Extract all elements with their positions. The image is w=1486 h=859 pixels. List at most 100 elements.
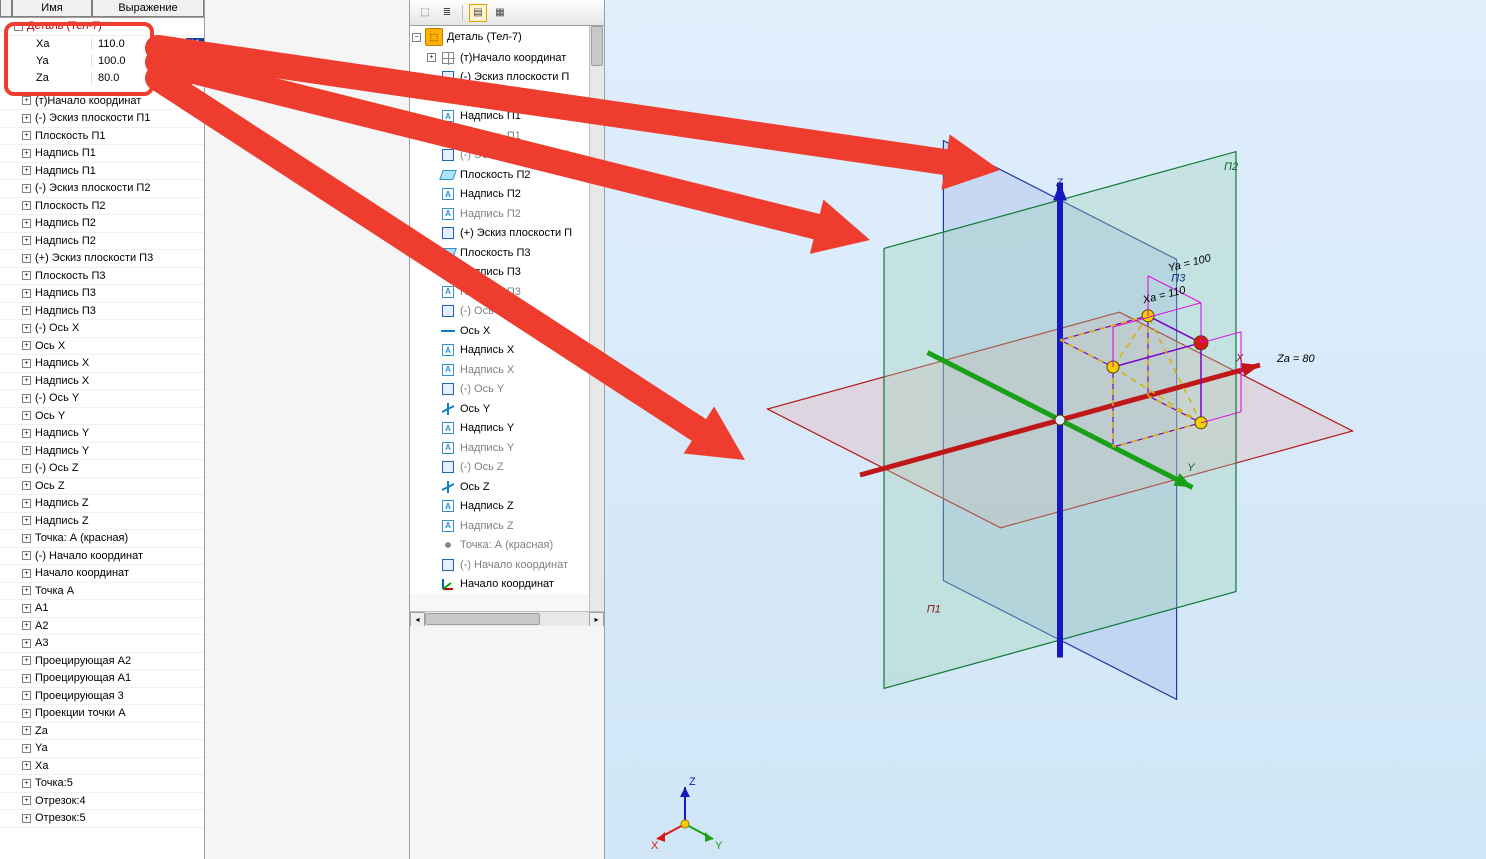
expand-icon[interactable]: + [22, 96, 31, 105]
build-tree-item[interactable]: (-) Ось Y [410, 380, 604, 400]
expand-icon[interactable]: + [22, 569, 31, 578]
tree-item[interactable]: +Проецирующая А2 [0, 653, 204, 671]
expand-icon[interactable]: + [22, 691, 31, 700]
tree-item[interactable]: +Надпись П3 [0, 285, 204, 303]
expand-icon[interactable]: + [22, 674, 31, 683]
tree-item[interactable]: +А2 [0, 618, 204, 636]
build-tree-item[interactable]: Начало координат [410, 575, 604, 595]
tree-item[interactable]: +Плоскость П3 [0, 268, 204, 286]
tree-item[interactable]: +Проецирующая А1 [0, 670, 204, 688]
tree-item[interactable]: +А3 [0, 635, 204, 653]
expand-icon[interactable]: + [22, 464, 31, 473]
tree-item[interactable]: +Ось Z [0, 478, 204, 496]
build-tree-item[interactable]: Ось Y [410, 399, 604, 419]
expand-icon[interactable]: + [22, 709, 31, 718]
expand-icon[interactable]: + [22, 621, 31, 630]
collapse-icon[interactable]: − [14, 22, 23, 31]
expand-icon[interactable]: + [22, 499, 31, 508]
tree-item[interactable]: +Отрезок:4 [0, 793, 204, 811]
expand-icon[interactable]: + [22, 166, 31, 175]
expand-icon[interactable]: + [22, 516, 31, 525]
build-tree-item[interactable]: AНадпись Y [410, 438, 604, 458]
tree-item[interactable]: +(-) Ось Y [0, 390, 204, 408]
expand-icon[interactable]: + [22, 726, 31, 735]
expand-icon[interactable]: + [22, 184, 31, 193]
var-row[interactable]: Xa110.011 [0, 36, 204, 53]
expand-icon[interactable]: + [22, 586, 31, 595]
tree-root[interactable]: − Деталь (Тел-7) [0, 18, 204, 36]
build-tree-item[interactable]: Ось Z [410, 477, 604, 497]
build-tree-item[interactable]: AНадпись Z [410, 516, 604, 536]
expand-icon[interactable]: + [22, 534, 31, 543]
expand-icon[interactable]: + [22, 446, 31, 455]
tb-btn-3[interactable]: ▤ [469, 4, 487, 22]
expand-icon[interactable]: + [22, 376, 31, 385]
tree-item[interactable]: +Плоскость П1 [0, 128, 204, 146]
tree-item[interactable]: +Точка А [0, 583, 204, 601]
expand-icon[interactable]: + [427, 53, 436, 62]
build-tree-item[interactable]: (-) Ось Z [410, 458, 604, 478]
expand-icon[interactable]: + [22, 411, 31, 420]
tree-item[interactable]: +Надпись П2 [0, 215, 204, 233]
expand-icon[interactable]: + [22, 236, 31, 245]
tree-item[interactable]: +Плоскость П2 [0, 198, 204, 216]
tree-item[interactable]: +(-) Эскиз плоскости П2 [0, 180, 204, 198]
expand-icon[interactable]: + [22, 761, 31, 770]
expand-icon[interactable]: + [22, 149, 31, 158]
build-tree-item[interactable]: (-) Начало координат [410, 555, 604, 575]
tree-item[interactable]: +Отрезок:5 [0, 810, 204, 828]
vscrollbar[interactable] [589, 26, 604, 626]
tree-item[interactable]: +(-) Ось Z [0, 460, 204, 478]
tree-item[interactable]: +(-) Эскиз плоскости П1 [0, 110, 204, 128]
tree-item[interactable]: +Надпись X [0, 373, 204, 391]
viewport-3d[interactable]: П2П3П1XYZZa = 80Ya = 100Xa = 110 XYZ [605, 0, 1486, 859]
hscroll-left[interactable]: ◂ [410, 612, 425, 627]
var-row[interactable]: Ya100.010 [0, 53, 204, 70]
build-tree-item[interactable]: AНадпись П1 [410, 107, 604, 127]
hscroll-right[interactable]: ▸ [589, 612, 604, 627]
expand-icon[interactable]: + [22, 219, 31, 228]
build-tree-item[interactable]: +(т)Начало координат [410, 48, 604, 68]
build-tree-item[interactable]: (+) Эскиз плоскости П [410, 224, 604, 244]
expand-icon[interactable]: + [22, 324, 31, 333]
tree-item[interactable]: +(т)Начало координат [0, 93, 204, 111]
expand-icon[interactable]: + [22, 814, 31, 823]
build-tree-item[interactable]: AНадпись П2 [410, 204, 604, 224]
name-col-header[interactable]: Имя [12, 0, 92, 17]
expand-icon[interactable]: + [22, 114, 31, 123]
tree-item[interactable]: +Надпись П3 [0, 303, 204, 321]
tree-item[interactable]: +Ось X [0, 338, 204, 356]
tree-item[interactable]: +Надпись X [0, 355, 204, 373]
tree-item[interactable]: +(-) Начало координат [0, 548, 204, 566]
tree-item[interactable]: +(+) Эскиз плоскости П3 [0, 250, 204, 268]
build-tree-item[interactable]: (-) Эскиз плоскости П [410, 146, 604, 166]
build-tree-item[interactable]: AНадпись Y [410, 419, 604, 439]
tree-item[interactable]: +Надпись Y [0, 443, 204, 461]
expand-icon[interactable]: + [22, 289, 31, 298]
tree-item[interactable]: +Точка: А (красная) [0, 530, 204, 548]
tree-item[interactable]: +Надпись П1 [0, 145, 204, 163]
build-tree-item[interactable]: AНадпись П1 [410, 126, 604, 146]
build-tree-item[interactable]: AНадпись X [410, 341, 604, 361]
tree-item[interactable]: +Надпись Z [0, 513, 204, 531]
build-tree-item[interactable]: AНадпись П2 [410, 185, 604, 205]
tb-btn-1[interactable]: ⬚ [416, 4, 434, 22]
expand-icon[interactable]: + [22, 254, 31, 263]
build-tree-item[interactable]: AНадпись П3 [410, 263, 604, 283]
build-tree-item[interactable]: AНадпись П3 [410, 282, 604, 302]
expand-icon[interactable]: + [22, 639, 31, 648]
build-tree-item[interactable]: AНадпись X [410, 360, 604, 380]
tree-item[interactable]: +Точка:5 [0, 775, 204, 793]
tree-item[interactable]: +Надпись Y [0, 425, 204, 443]
expand-icon[interactable]: + [22, 394, 31, 403]
tree-item[interactable]: +Xa [0, 758, 204, 776]
expand-icon[interactable]: + [22, 131, 31, 140]
expand-icon[interactable]: + [22, 341, 31, 350]
expand-icon[interactable]: + [22, 359, 31, 368]
tree-item[interactable]: +Za [0, 723, 204, 741]
tree-item[interactable]: +А1 [0, 600, 204, 618]
build-tree-item[interactable]: (-) Ось X [410, 302, 604, 322]
expand-icon[interactable]: + [22, 779, 31, 788]
build-tree-item[interactable]: Точка: А (красная) [410, 536, 604, 556]
hscrollbar[interactable]: ◂ ▸ [410, 611, 604, 626]
